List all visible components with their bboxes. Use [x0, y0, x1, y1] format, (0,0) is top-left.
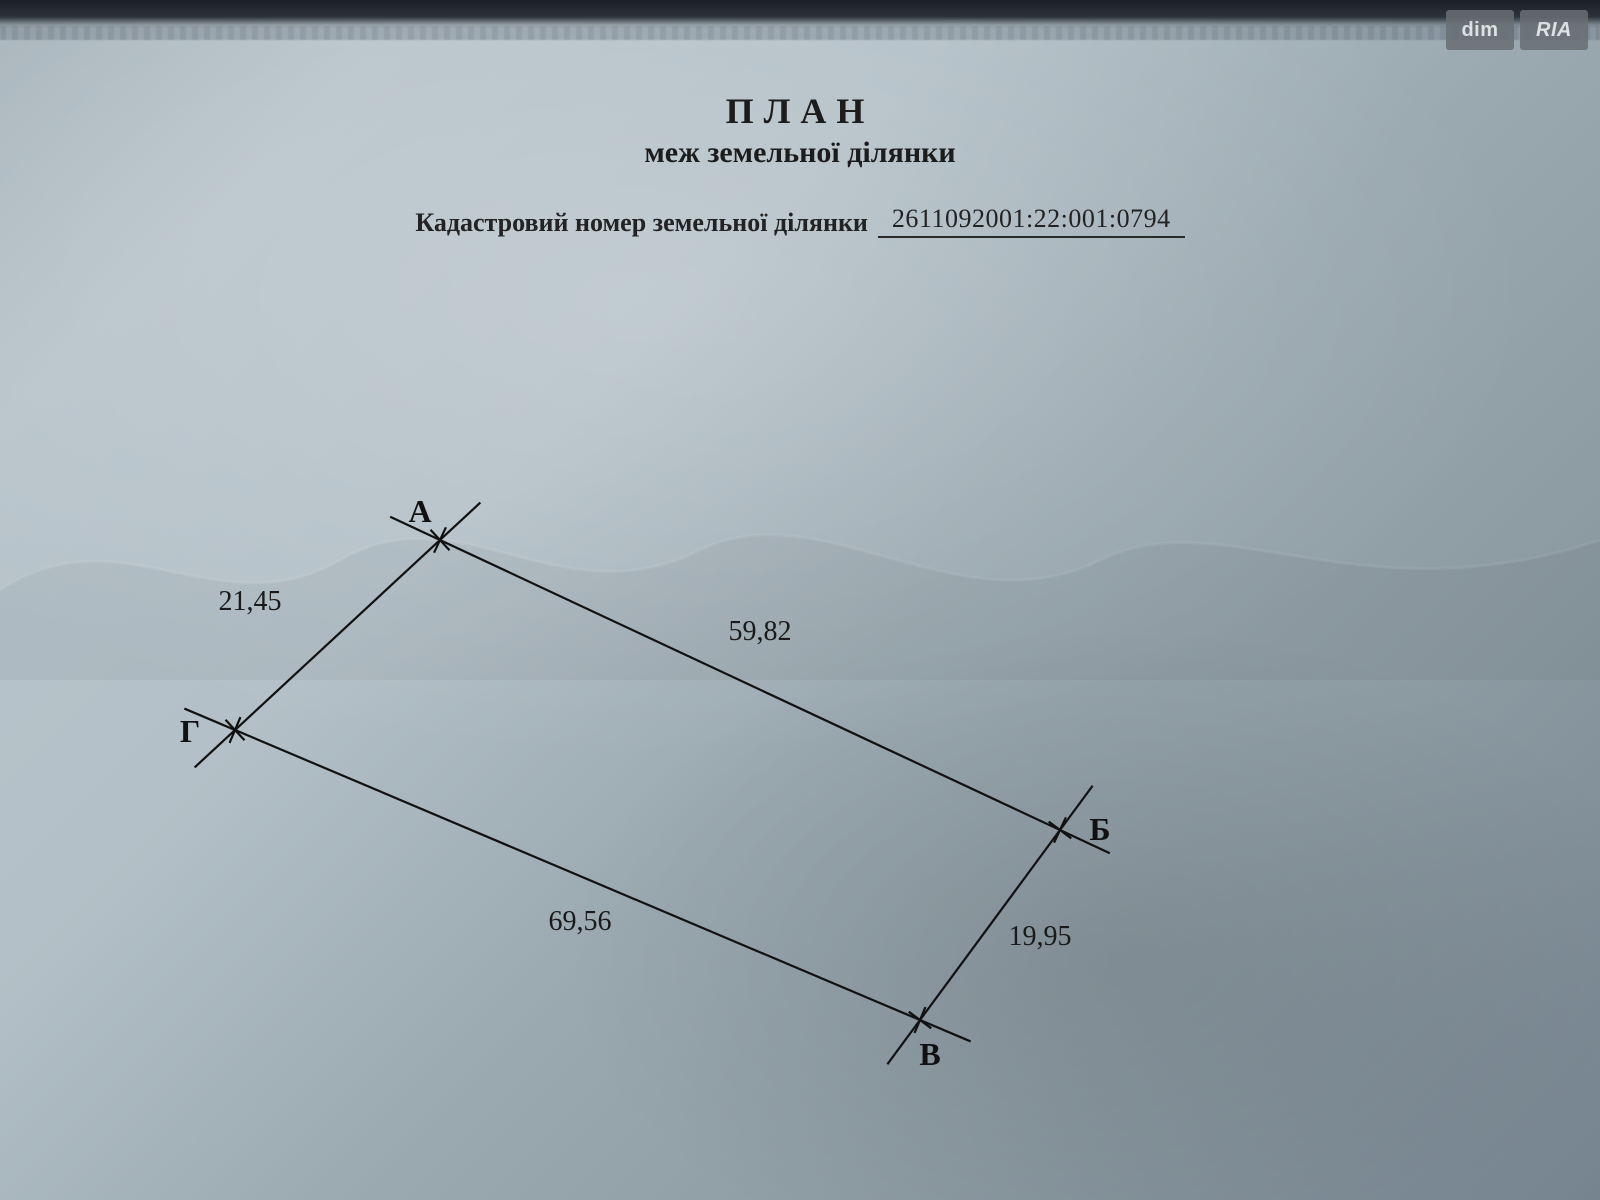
land-plot-diagram: 59,82 19,95 69,56 21,45 А Б В Г — [120, 460, 1320, 1180]
svg-text:69,56: 69,56 — [549, 906, 612, 937]
watermark-badges: dim RIA — [1446, 10, 1588, 50]
cadastral-label: Кадастровий номер земельної ділянки — [415, 208, 868, 238]
svg-text:59,82: 59,82 — [729, 616, 792, 647]
watermark-ria: RIA — [1520, 10, 1588, 50]
cadastral-line: Кадастровий номер земельної ділянки 2611… — [415, 204, 1184, 238]
watermark-dim: dim — [1446, 10, 1514, 50]
title-sub: меж земельної ділянки — [0, 136, 1600, 170]
svg-text:21,45: 21,45 — [219, 586, 282, 617]
cadastral-number: 2611092001:22:001:0794 — [878, 204, 1185, 238]
document-header: ПЛАН меж земельної ділянки Кадастровий н… — [0, 90, 1600, 238]
folder-zipper-strip — [0, 26, 1600, 40]
svg-text:В: В — [919, 1036, 940, 1072]
scanner-top-edge — [0, 0, 1600, 28]
svg-text:Б: Б — [1089, 811, 1110, 847]
svg-text:Г: Г — [180, 713, 200, 749]
svg-text:19,95: 19,95 — [1009, 921, 1072, 952]
title-main: ПЛАН — [0, 90, 1600, 132]
svg-text:А: А — [408, 493, 431, 529]
document-page: ПЛАН меж земельної ділянки Кадастровий н… — [0, 0, 1600, 1200]
